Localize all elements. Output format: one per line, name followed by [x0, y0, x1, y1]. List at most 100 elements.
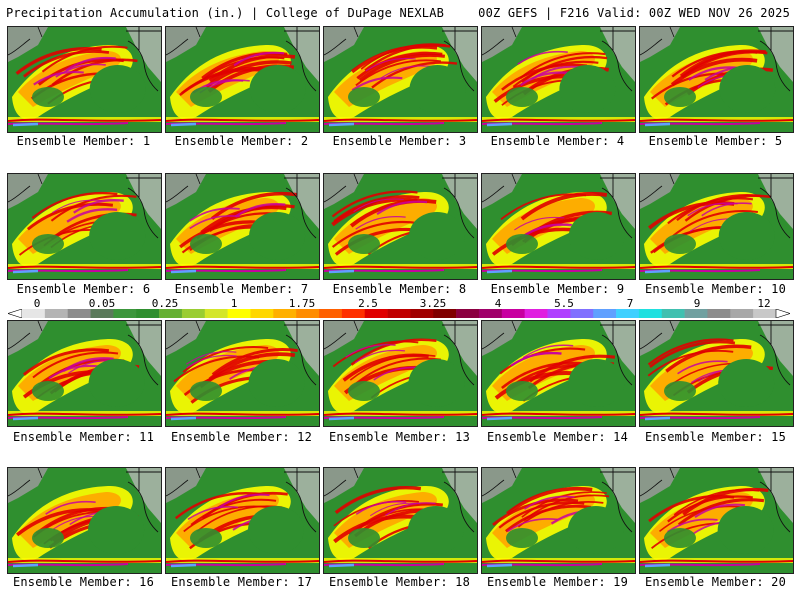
precip-map-image: [482, 27, 635, 132]
precip-map-image: [166, 174, 319, 279]
ensemble-member-label: Ensemble Member: 19: [486, 575, 629, 589]
ensemble-member-map: [323, 320, 478, 427]
colorbar-segment: [753, 309, 777, 318]
ensemble-member-label: Ensemble Member: 4: [490, 134, 625, 148]
ensemble-member-label: Ensemble Member: 15: [644, 430, 787, 444]
colorbar-tick-label: 1.75: [288, 297, 316, 310]
colorbar-segment: [204, 309, 228, 318]
colorbar-right-arrow: [775, 309, 790, 318]
ensemble-member-label: Ensemble Member: 5: [648, 134, 783, 148]
ensemble-member-map: [165, 320, 320, 427]
colorbar-tick-label: 0.05: [88, 297, 116, 310]
ensemble-member-label: Ensemble Member: 7: [174, 282, 309, 296]
ensemble-member-map: [7, 173, 162, 280]
ensemble-member-map: [481, 26, 636, 133]
ensemble-member-map: [481, 320, 636, 427]
precip-map-image: [640, 321, 793, 426]
colorbar-segment: [478, 309, 503, 318]
colorbar-segment: [524, 309, 548, 318]
colorbar-tick-labels: 0 0.05 0.25 1 1.75 2.5 3.25 4 5.5 7 9 12: [0, 297, 800, 310]
figure-title: Precipitation Accumulation (in.) | Colle…: [6, 6, 445, 20]
precip-map-image: [8, 27, 161, 132]
colorbar-tick-label: 7: [626, 297, 634, 310]
colorbar-tick-label: 2.5: [358, 297, 378, 310]
run-valid-time: 00Z GEFS | F216 Valid: 00Z WED NOV 26 20…: [478, 6, 790, 20]
colorbar-segment: [113, 309, 137, 318]
ensemble-member-map: [323, 467, 478, 574]
precip-colorbar: [8, 309, 790, 318]
colorbar-segment: [707, 309, 731, 318]
ensemble-member-label: Ensemble Member: 18: [328, 575, 471, 589]
colorbar-segment: [501, 309, 525, 318]
ensemble-member-map: [639, 173, 794, 280]
ensemble-member-label: Ensemble Member: 11: [12, 430, 155, 444]
ensemble-member-label: Ensemble Member: 17: [170, 575, 313, 589]
ensemble-member-label: Ensemble Member: 2: [174, 134, 309, 148]
colorbar-tick-label: 0: [33, 297, 41, 310]
ensemble-member-label: Ensemble Member: 13: [328, 430, 471, 444]
precip-map-image: [324, 27, 477, 132]
ensemble-member-map: [7, 320, 162, 427]
ensemble-member-map: [639, 320, 794, 427]
colorbar-tick-label: 12: [757, 297, 771, 310]
precip-map-image: [640, 27, 793, 132]
colorbar-segment: [730, 309, 754, 318]
ensemble-member-label: Ensemble Member: 16: [12, 575, 155, 589]
colorbar-segment: [364, 309, 388, 318]
ensemble-member-label: Ensemble Member: 8: [332, 282, 467, 296]
precip-map-image: [640, 468, 793, 573]
ensemble-member-label: Ensemble Member: 1: [16, 134, 151, 148]
colorbar-segment: [273, 309, 297, 318]
colorbar-tick-label: 5.5: [554, 297, 574, 310]
precip-map-image: [324, 321, 477, 426]
ensemble-member-map: [323, 26, 478, 133]
colorbar-tick-label: 4: [494, 297, 502, 310]
ensemble-member-map: [639, 467, 794, 574]
colorbar-tick-label: 9: [693, 297, 701, 310]
ensemble-member-label: Ensemble Member: 14: [486, 430, 629, 444]
colorbar-segment: [387, 309, 411, 318]
colorbar-tick-label: 0.25: [151, 297, 179, 310]
precip-map-image: [8, 468, 161, 573]
ensemble-member-label: Ensemble Member: 20: [644, 575, 787, 589]
colorbar-segment: [684, 309, 708, 318]
ensemble-member-map: [481, 173, 636, 280]
ensemble-member-map: [165, 467, 320, 574]
colorbar-segment: [456, 309, 480, 318]
ensemble-member-label: Ensemble Member: 9: [490, 282, 625, 296]
colorbar-segment: [570, 309, 594, 318]
precip-map-image: [166, 27, 319, 132]
precip-map-image: [324, 174, 477, 279]
colorbar-segment: [250, 309, 274, 318]
colorbar-segment: [22, 309, 46, 318]
ensemble-member-map: [323, 173, 478, 280]
colorbar-segment: [661, 309, 685, 318]
ensemble-member-map: [7, 26, 162, 133]
ensemble-member-map: [165, 173, 320, 280]
colorbar-segment: [159, 309, 183, 318]
ensemble-member-label: Ensemble Member: 12: [170, 430, 313, 444]
colorbar-left-arrow: [8, 309, 23, 318]
colorbar-segment: [227, 309, 251, 318]
colorbar-segment: [593, 309, 617, 318]
colorbar-segment: [433, 309, 457, 318]
colorbar-segment: [341, 309, 366, 318]
colorbar-segment: [319, 309, 343, 318]
precip-map-image: [8, 174, 161, 279]
ensemble-member-map: [7, 467, 162, 574]
precip-map-image: [166, 468, 319, 573]
colorbar-segment: [616, 309, 640, 318]
colorbar-segment: [638, 309, 663, 318]
precip-map-image: [324, 468, 477, 573]
ensemble-member-map: [165, 26, 320, 133]
colorbar-segment: [547, 309, 571, 318]
precip-map-image: [482, 321, 635, 426]
ensemble-member-map: [639, 26, 794, 133]
ensemble-member-label: Ensemble Member: 6: [16, 282, 151, 296]
colorbar-tick-label: 1: [230, 297, 238, 310]
precip-map-image: [8, 321, 161, 426]
ensemble-member-label: Ensemble Member: 10: [644, 282, 787, 296]
colorbar-segment: [44, 309, 68, 318]
precip-map-image: [640, 174, 793, 279]
ensemble-member-label: Ensemble Member: 3: [332, 134, 467, 148]
